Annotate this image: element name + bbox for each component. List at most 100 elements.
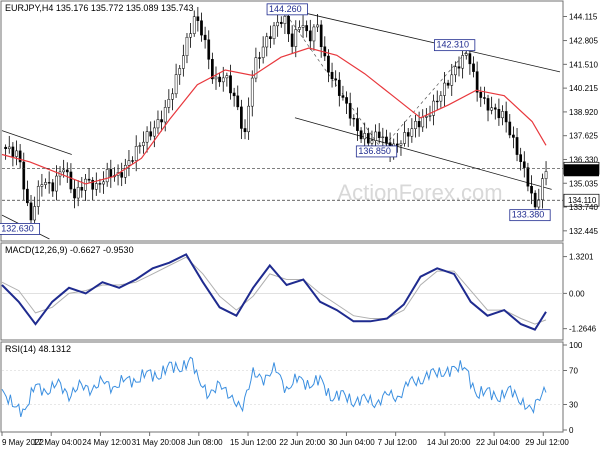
candle-body	[501, 111, 504, 119]
time-axis-label: 24 May 12:00	[82, 438, 131, 447]
candle-body	[290, 33, 294, 47]
candle-body	[312, 26, 316, 42]
candle-body	[541, 178, 544, 200]
candle-body	[381, 136, 385, 139]
candle-body	[363, 133, 367, 140]
candle-body	[522, 161, 526, 168]
rsi-line	[1, 356, 547, 418]
time-axis-label: 17 May 04:00	[33, 438, 82, 447]
candle-body	[544, 171, 548, 179]
candle-body	[22, 161, 26, 190]
candle-body	[4, 146, 7, 150]
price-axis-label: 144.115	[569, 12, 598, 21]
level-label: 134.110	[568, 196, 597, 205]
candle-body	[18, 150, 22, 163]
candle-body	[29, 202, 33, 221]
candle-body	[348, 103, 352, 119]
candle-body	[301, 25, 305, 28]
candle-body	[417, 121, 421, 128]
candle-body	[435, 100, 439, 103]
candle-body	[189, 33, 192, 38]
candle-body	[258, 57, 261, 59]
candle-body	[406, 132, 410, 137]
candle-body	[36, 186, 40, 207]
candle-body	[80, 186, 84, 191]
candle-body	[174, 74, 178, 95]
candle-body	[537, 199, 541, 208]
swing-connector	[381, 49, 469, 150]
candle-body	[250, 77, 254, 107]
candle-body	[236, 95, 240, 108]
macd-pane: 1.3201 0.00 -1.2646 MACD(12,26,9) -0.6627 …	[0, 242, 597, 341]
candle-body	[403, 132, 406, 144]
candle-body	[33, 206, 36, 221]
macd-axis-label: -1.2646	[569, 325, 597, 334]
candle-body	[352, 118, 356, 120]
candles	[4, 6, 548, 231]
price-axis-label: 137.625	[569, 132, 598, 141]
price-axis-label: 136.330	[569, 155, 598, 164]
moving-average-line	[1, 47, 547, 185]
candle-body	[265, 36, 269, 48]
candle-body	[450, 74, 454, 86]
candle-body	[51, 182, 55, 192]
candle-body	[483, 97, 486, 99]
candle-body	[486, 98, 490, 111]
candle-body	[490, 107, 493, 111]
candle-body	[232, 92, 236, 97]
candle-body	[425, 116, 428, 118]
channel-trendline	[294, 117, 552, 190]
candle-body	[439, 95, 443, 102]
candle-body	[94, 183, 98, 190]
price-axis-label: 140.215	[569, 84, 598, 93]
candle-body	[247, 105, 250, 133]
candle-body	[410, 128, 414, 137]
candle-body	[182, 55, 185, 69]
candle-body	[414, 121, 417, 129]
candle-body	[457, 66, 461, 69]
time-axis-label: 30 Jun 04:00	[328, 438, 375, 447]
candle-body	[62, 169, 66, 173]
macd-axis-label: 0.00	[569, 289, 585, 298]
swing-label: 136.850	[358, 146, 391, 156]
candle-body	[272, 25, 276, 39]
candle-body	[105, 169, 109, 183]
candle-body	[11, 146, 15, 157]
candle-body	[385, 136, 388, 143]
candle-body	[330, 71, 334, 80]
time-axis-label: 7 Jul 12:00	[378, 438, 418, 447]
candle-body	[443, 82, 446, 96]
candle-body	[196, 16, 200, 21]
price-axis-label: 142.805	[569, 37, 598, 46]
rsi-axis-label: 100	[569, 341, 583, 350]
candle-body	[461, 55, 464, 69]
candle-body	[15, 150, 18, 157]
swing-label-box	[434, 39, 476, 52]
candle-body	[283, 15, 287, 24]
macd-pane-label: MACD(12,26,9) -0.6627 -0.9530	[5, 245, 134, 255]
candle-body	[123, 165, 127, 178]
candle-body	[102, 181, 105, 185]
candle-body	[178, 68, 182, 75]
candle-body	[269, 36, 272, 39]
candle-body	[421, 117, 425, 128]
candle-body	[530, 185, 533, 194]
candle-body	[294, 29, 298, 47]
candle-body	[73, 188, 76, 199]
candle-body	[287, 15, 290, 35]
price-axis-label: 133.740	[569, 203, 598, 212]
candle-body	[149, 131, 153, 137]
candle-body	[377, 131, 381, 138]
candle-body	[211, 59, 214, 80]
candle-body	[359, 130, 363, 140]
macd-axis-label: 1.3201	[569, 253, 594, 262]
candle-body	[156, 119, 160, 129]
candle-body	[428, 115, 432, 117]
candle-body	[214, 76, 218, 80]
candle-body	[316, 24, 319, 28]
candle-body	[40, 184, 44, 187]
rsi-axis-label: 0	[569, 426, 574, 435]
candle-body	[200, 20, 203, 36]
candle-body	[229, 75, 232, 94]
